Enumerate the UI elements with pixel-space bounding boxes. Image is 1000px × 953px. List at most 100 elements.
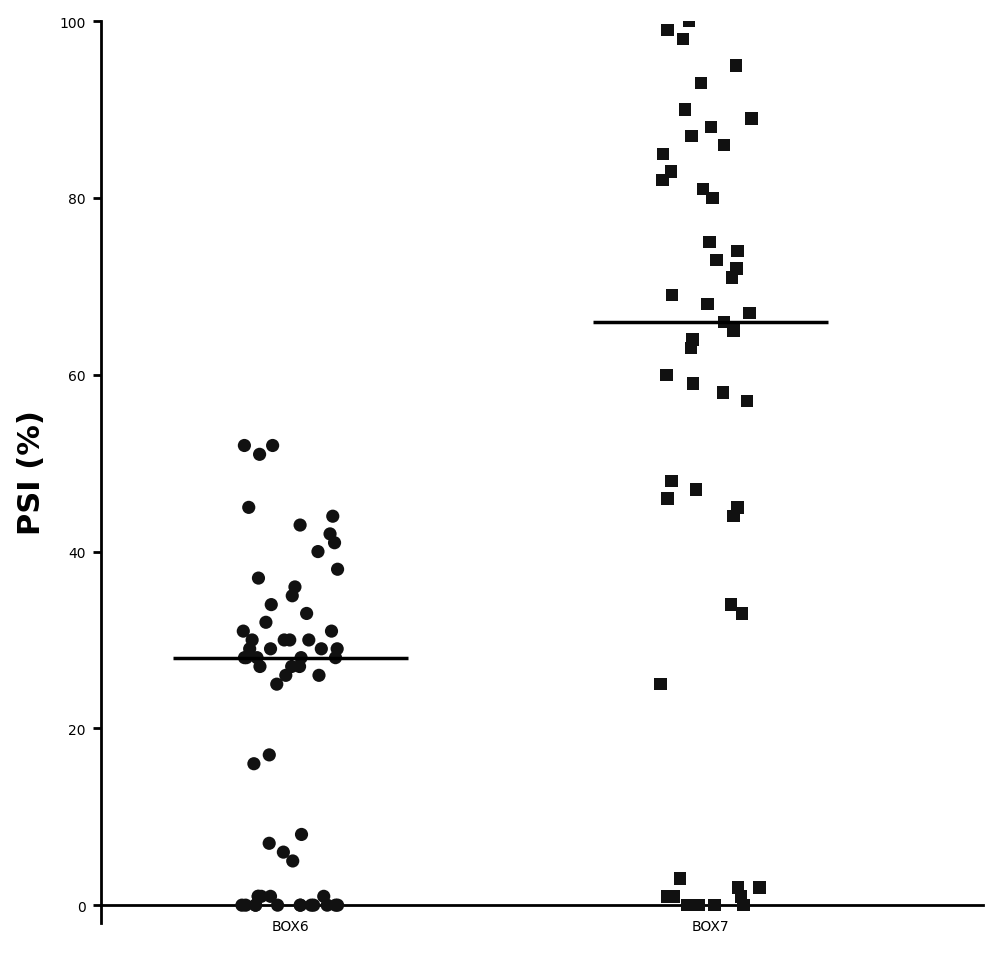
Point [703, 120, 719, 135]
Point [292, 898, 308, 913]
Point [263, 598, 279, 613]
Point [699, 297, 715, 313]
Point [741, 306, 757, 321]
Point [261, 836, 277, 851]
Point [237, 650, 253, 665]
Point [313, 641, 329, 657]
Point [666, 889, 682, 904]
Point [252, 447, 268, 462]
Point [316, 889, 332, 904]
Point [330, 898, 346, 913]
Point [664, 474, 680, 489]
Point [238, 898, 254, 913]
Point [730, 880, 746, 895]
Point [294, 827, 310, 842]
Point [743, 112, 759, 127]
Point [693, 76, 709, 91]
Point [234, 898, 250, 913]
Point [688, 898, 704, 913]
Point [675, 32, 691, 48]
Point [241, 500, 257, 516]
Point [681, 14, 697, 30]
Point [306, 898, 322, 913]
Point [730, 500, 746, 516]
Point [250, 571, 266, 586]
Point [672, 871, 688, 886]
Point [716, 138, 732, 153]
Point [685, 333, 701, 348]
Point [249, 650, 265, 665]
Point [292, 517, 308, 533]
Point [238, 650, 254, 665]
Point [310, 544, 326, 559]
Point [734, 606, 750, 621]
Point [725, 324, 741, 339]
Point [261, 747, 277, 762]
Point [728, 59, 744, 74]
Point [248, 898, 264, 913]
Point [235, 624, 251, 639]
Point [322, 527, 338, 542]
Point [652, 677, 668, 692]
Point [262, 889, 278, 904]
Point [301, 633, 317, 648]
Point [258, 615, 274, 630]
Point [299, 606, 315, 621]
Point [327, 536, 343, 551]
Point [292, 659, 308, 675]
Point [724, 271, 740, 286]
Point [330, 562, 346, 578]
Point [723, 598, 739, 613]
Y-axis label: PSI (%): PSI (%) [17, 410, 46, 535]
Point [293, 650, 309, 665]
Point [715, 385, 731, 400]
Point [705, 192, 721, 207]
Point [659, 492, 675, 507]
Point [242, 641, 258, 657]
Point [739, 395, 755, 410]
Point [683, 341, 699, 356]
Point [325, 509, 341, 524]
Point [725, 509, 741, 524]
Point [287, 579, 303, 595]
Point [329, 641, 345, 657]
Point [250, 889, 266, 904]
Point [695, 182, 711, 197]
Point [250, 889, 266, 904]
Point [284, 589, 300, 604]
Point [680, 898, 696, 913]
Point [269, 677, 285, 692]
Point [660, 24, 676, 39]
Point [702, 235, 718, 251]
Point [244, 633, 260, 648]
Point [664, 288, 680, 303]
Point [707, 898, 723, 913]
Point [685, 376, 701, 392]
Point [658, 368, 674, 383]
Point [311, 668, 327, 683]
Point [284, 659, 300, 675]
Point [278, 668, 294, 683]
Point [716, 314, 732, 330]
Point [659, 889, 675, 904]
Point [655, 147, 671, 162]
Point [688, 482, 704, 497]
Point [253, 889, 269, 904]
Point [691, 898, 707, 913]
Point [751, 880, 767, 895]
Point [265, 438, 281, 454]
Point [679, 898, 695, 913]
Point [275, 844, 291, 860]
Point [729, 262, 745, 277]
Point [282, 633, 298, 648]
Point [246, 757, 262, 772]
Point [303, 898, 319, 913]
Point [677, 103, 693, 118]
Point [292, 898, 308, 913]
Point [654, 173, 670, 189]
Point [248, 898, 264, 913]
Point [735, 898, 751, 913]
Point [663, 165, 679, 180]
Point [270, 898, 286, 913]
Point [733, 889, 749, 904]
